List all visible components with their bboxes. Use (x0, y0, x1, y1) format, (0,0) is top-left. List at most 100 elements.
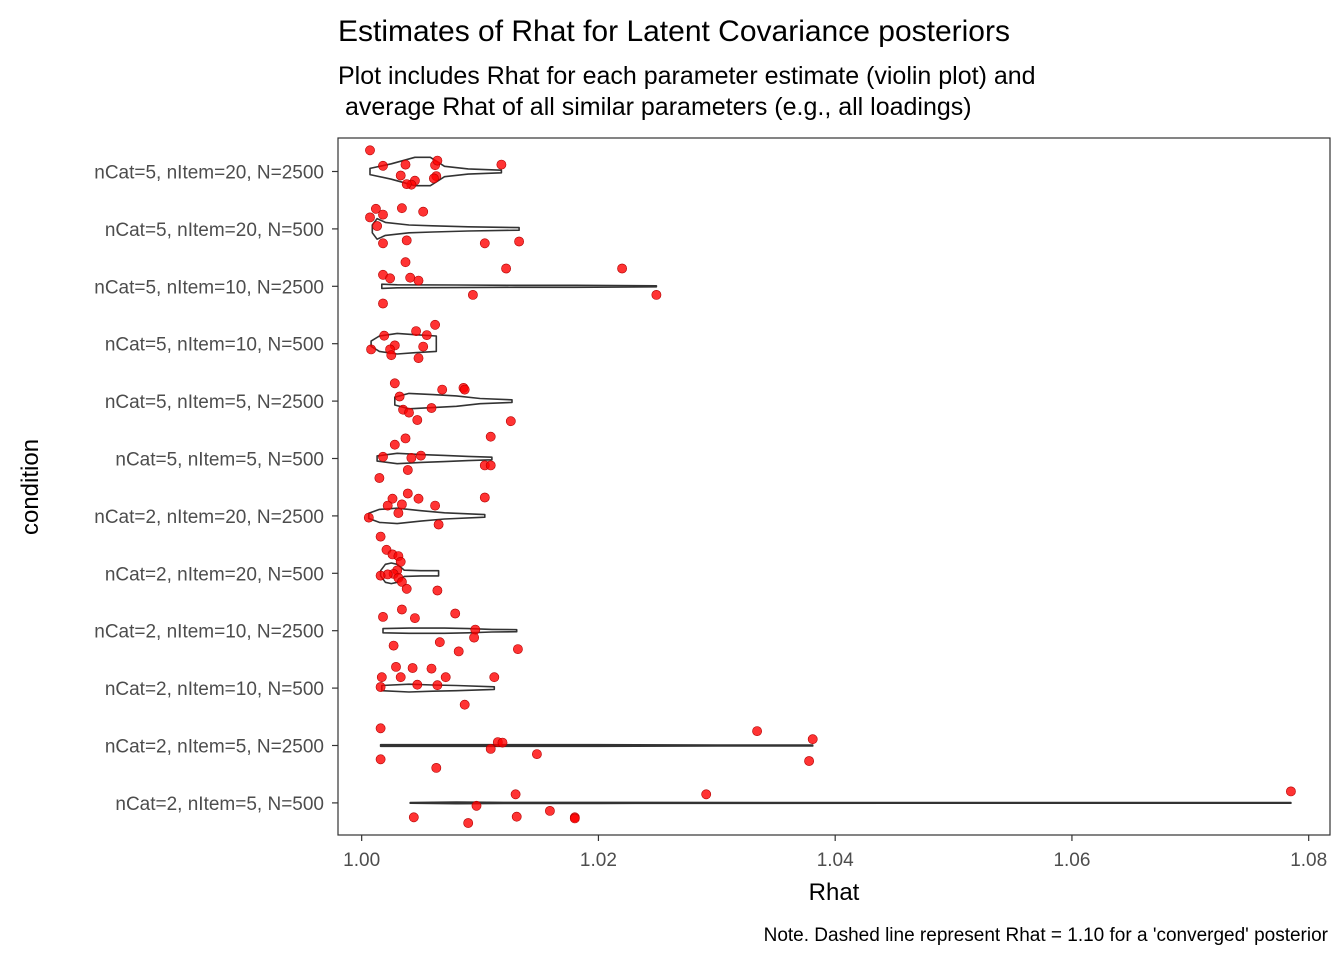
data-point (375, 570, 386, 581)
x-tick-label: 1.02 (580, 850, 617, 871)
y-tick-label: nCat=2, nItem=10, N=2500 (94, 622, 324, 643)
data-point (365, 212, 375, 223)
data-point (378, 612, 388, 622)
data-point (433, 519, 444, 530)
data-point (408, 812, 419, 823)
violin (382, 627, 518, 635)
data-point (434, 637, 445, 648)
data-point (365, 145, 375, 156)
data-point (401, 179, 412, 189)
data-point (545, 806, 555, 816)
data-point (401, 235, 412, 246)
data-point (510, 789, 521, 800)
violin (394, 392, 513, 410)
y-tick-label: nCat=5, nItem=10, N=500 (105, 335, 324, 356)
violin (376, 452, 493, 465)
data-point (378, 238, 388, 249)
data-point (514, 236, 524, 247)
data-point (421, 330, 432, 340)
data-point (396, 203, 407, 214)
data-point (489, 672, 500, 683)
x-tick-label: 1.04 (817, 850, 854, 871)
data-point (701, 789, 712, 800)
data-point (470, 624, 481, 635)
data-point (391, 662, 401, 672)
x-tick-label: 1.00 (343, 850, 380, 871)
x-axis-title: Rhat (809, 879, 860, 906)
data-point (375, 682, 386, 692)
data-point (412, 415, 423, 425)
data-point (479, 238, 490, 249)
data-point (437, 384, 448, 395)
data-point (450, 608, 461, 619)
y-axis-title: condition (17, 439, 44, 535)
data-point (497, 737, 508, 748)
data-point (388, 640, 399, 651)
y-tick-label: nCat=5, nItem=20, N=2500 (94, 163, 324, 184)
violin (381, 683, 496, 693)
violin (381, 283, 658, 290)
y-tick-label: nCat=5, nItem=10, N=2500 (94, 277, 324, 298)
data-point (1286, 786, 1296, 797)
data-point (569, 813, 580, 824)
data-point (375, 754, 386, 765)
data-point (404, 407, 414, 418)
data-point (453, 646, 464, 657)
data-point (400, 159, 411, 170)
data-point (413, 353, 424, 363)
data-point (485, 460, 496, 471)
data-point (511, 811, 522, 822)
data-point (431, 763, 442, 773)
data-point (430, 319, 440, 330)
violin (371, 217, 520, 240)
data-point (432, 585, 443, 596)
data-point (415, 450, 426, 461)
violin-layer (368, 156, 1292, 805)
violin (379, 562, 440, 585)
data-point (382, 500, 393, 511)
data-point (418, 206, 429, 217)
y-tick-label: nCat=2, nItem=20, N=500 (105, 564, 324, 585)
data-point (400, 433, 411, 444)
data-point (413, 275, 424, 286)
data-point (532, 749, 542, 759)
data-point (385, 273, 395, 284)
chart-subtitle-line-1: Plot includes Rhat for each parameter es… (338, 62, 1036, 90)
data-point (396, 577, 407, 587)
data-point (374, 473, 385, 483)
data-point (459, 699, 470, 710)
data-point (409, 613, 420, 623)
y-tick-label: nCat=2, nItem=10, N=500 (105, 679, 324, 700)
data-point (505, 416, 516, 427)
data-point (485, 744, 496, 754)
data-point (513, 644, 523, 654)
chart-caption: Note. Dashed line represent Rhat = 1.10 … (764, 925, 1329, 946)
data-point (406, 452, 417, 463)
violin (409, 801, 1292, 805)
data-point (413, 493, 424, 504)
data-point (469, 632, 479, 643)
y-tick-label: nCat=5, nItem=5, N=2500 (105, 392, 324, 413)
data-point (378, 298, 388, 309)
data-point (459, 384, 470, 395)
data-point (395, 672, 406, 683)
data-point (378, 209, 388, 220)
data-point (402, 488, 413, 499)
data-point (407, 663, 418, 673)
data-point (395, 170, 406, 181)
data-point (400, 257, 411, 268)
data-point (363, 512, 374, 523)
x-tick-label: 1.06 (1053, 850, 1090, 871)
data-point (386, 350, 397, 361)
data-point (651, 289, 662, 300)
data-point (375, 723, 386, 734)
data-point (396, 499, 407, 510)
data-point (426, 663, 437, 674)
data-point (401, 583, 412, 594)
data-point (752, 726, 762, 736)
points-layer (363, 145, 1296, 828)
data-point (428, 173, 439, 184)
data-point (471, 800, 482, 811)
y-tick-label: nCat=5, nItem=20, N=500 (105, 220, 324, 241)
y-tick-label: nCat=2, nItem=5, N=500 (115, 794, 324, 815)
